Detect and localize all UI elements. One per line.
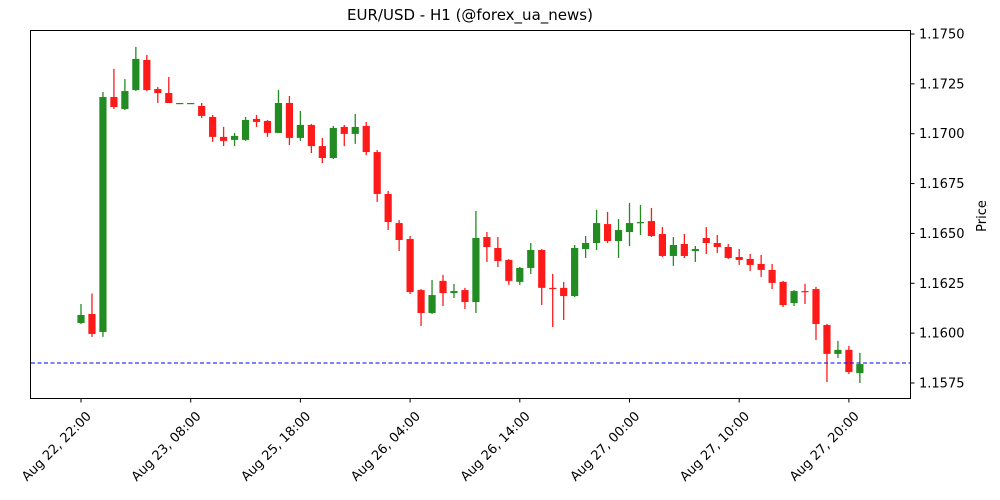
candle (209, 114, 217, 142)
candle (88, 293, 96, 337)
candles-layer (77, 46, 864, 384)
candle (252, 114, 261, 127)
candle (384, 190, 392, 231)
candle (483, 232, 491, 262)
x-tick-label: Aug 22, 22:00 (19, 409, 95, 485)
candle (856, 352, 864, 384)
candle (395, 220, 403, 251)
candle (724, 243, 732, 259)
candle (307, 123, 315, 154)
candle (417, 289, 425, 326)
y-tick-label: 1.1725 (919, 77, 965, 92)
x-tick-label: Aug 27, 00:00 (568, 409, 644, 485)
candle (680, 234, 688, 258)
candle (702, 227, 710, 254)
candle (691, 245, 699, 262)
candle (669, 237, 677, 266)
candle (636, 204, 645, 236)
y-tick-label: 1.1625 (919, 277, 965, 292)
candle (110, 68, 118, 109)
candle (713, 235, 721, 253)
candle (274, 90, 283, 133)
candle (176, 103, 184, 105)
candle (823, 323, 831, 383)
candle (362, 121, 370, 156)
candle (560, 281, 568, 320)
candle (121, 79, 129, 110)
y-tick-label: 1.1600 (919, 327, 965, 342)
candle (340, 124, 348, 147)
candle (373, 150, 381, 202)
candle (812, 286, 820, 340)
candle (351, 113, 359, 144)
candle (790, 290, 798, 307)
y-tick-label: 1.1675 (919, 177, 965, 192)
candle (77, 304, 85, 324)
candle (845, 345, 853, 375)
y-axis-label: Price (975, 200, 990, 232)
candle (143, 54, 151, 92)
candle (406, 236, 414, 295)
candle (582, 236, 590, 258)
y-tick-label: 1.1575 (919, 377, 965, 392)
candle (99, 92, 107, 337)
candle (296, 110, 304, 141)
candle (198, 103, 206, 118)
x-tick-label: Aug 25, 18:00 (239, 409, 315, 485)
y-tick-label: 1.1750 (919, 28, 965, 43)
y-axis: 1.1575 1.1600 1.1625 1.1650 1.1675 1.1700 1.17… (910, 28, 965, 392)
candle (494, 237, 502, 267)
candle (571, 244, 579, 298)
candle (735, 248, 743, 265)
candle (757, 254, 765, 277)
candle (220, 126, 228, 147)
candle (318, 137, 326, 164)
candle (549, 273, 557, 327)
chart-title: EUR/USD - H1 (@forex_ua_news) (347, 6, 593, 24)
plot-area-frame (30, 30, 911, 399)
candle (834, 340, 842, 359)
candle (647, 207, 656, 238)
x-axis: Aug 22, 22:00 Aug 23, 08:00 Aug 25, 18:00 A… (19, 398, 863, 485)
candle (241, 116, 250, 141)
candle (625, 202, 634, 246)
candle (132, 46, 140, 92)
candle (461, 287, 469, 310)
candle (592, 209, 601, 250)
candle (538, 248, 546, 306)
x-tick-label: Aug 26, 04:00 (348, 409, 424, 485)
y-tick-label: 1.1700 (919, 127, 965, 142)
candle (329, 125, 337, 160)
candle (428, 279, 436, 314)
candle (187, 103, 195, 105)
candle (154, 87, 162, 104)
x-tick-label: Aug 23, 08:00 (129, 409, 205, 485)
x-tick-label: Aug 27, 20:00 (787, 409, 863, 485)
candle (439, 274, 447, 307)
candle (516, 266, 524, 285)
candle (779, 280, 787, 308)
candle (746, 253, 754, 271)
candle (230, 132, 239, 147)
candle (768, 263, 776, 290)
candle (801, 283, 809, 305)
candle (658, 227, 667, 257)
candle (614, 219, 623, 258)
candle (450, 283, 458, 299)
candle (263, 119, 272, 137)
candle (603, 211, 612, 244)
candle (285, 96, 294, 146)
candle (165, 77, 173, 104)
x-tick-label: Aug 26, 14:00 (458, 409, 534, 485)
candle (527, 243, 535, 274)
x-tick-label: Aug 27, 10:00 (677, 409, 753, 485)
y-tick-label: 1.1650 (919, 227, 965, 242)
candle (472, 210, 480, 314)
candle (505, 258, 513, 285)
